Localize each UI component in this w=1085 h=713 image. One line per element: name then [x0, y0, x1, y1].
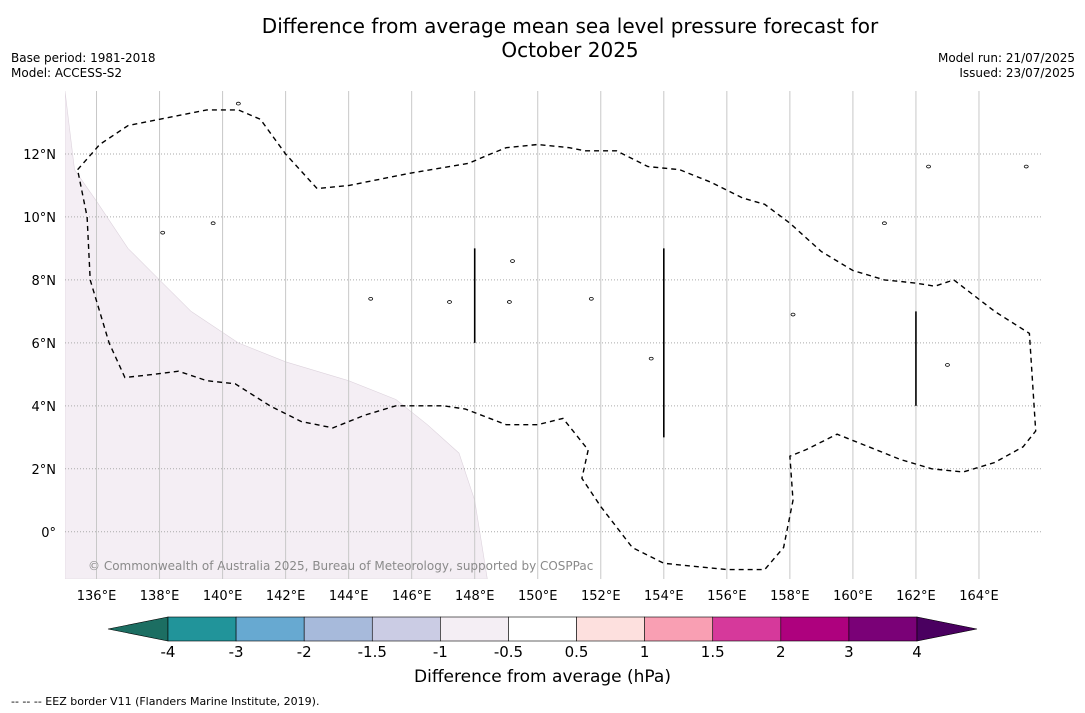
colorbar-swatch	[780, 616, 850, 642]
lon-tick-label: 156°E	[707, 589, 747, 604]
issued-date: Issued: 23/07/2025	[959, 66, 1075, 80]
lon-tick-label: 164°E	[959, 589, 999, 604]
chart-title: Difference from average mean sea level p…	[0, 14, 1085, 62]
copyright-notice: © Commonwealth of Australia 2025, Bureau…	[88, 559, 593, 573]
island	[510, 259, 515, 263]
colorbar-tick-label: -1	[433, 643, 448, 661]
island	[368, 296, 374, 301]
colorbar-swatch	[644, 616, 714, 642]
lat-tick-label: 6°N	[32, 337, 57, 352]
footnote-eez: -- -- -- EEZ border V11 (Flanders Marine…	[11, 695, 320, 708]
lat-tick-label: 4°N	[32, 400, 57, 415]
lat-tick-label: 8°N	[32, 274, 57, 289]
island	[945, 363, 950, 367]
model-name: Model: ACCESS-S2	[11, 66, 123, 80]
lon-tick-label: 138°E	[140, 589, 180, 604]
map-axes: 12°N 10°N 8°N 6°N 4°N 2°N 0° 136°E 138°E 140°E 142…	[23, 148, 999, 604]
lon-tick-label: 148°E	[455, 589, 495, 604]
island	[790, 312, 796, 317]
colorbar-tick-label: 3	[844, 643, 854, 661]
lon-tick-label: 154°E	[644, 589, 684, 604]
colorbar-tick-label: -4	[161, 643, 176, 661]
title-line-2: October 2025	[501, 38, 639, 62]
lon-tick-label: 146°E	[392, 589, 432, 604]
colorbar-swatch	[303, 616, 373, 642]
base-period: Base period: 1981-2018	[11, 51, 156, 65]
island	[210, 221, 216, 226]
colorbar-tick-label: 1.5	[701, 643, 725, 661]
lat-tick-label: 0°	[41, 526, 56, 541]
lat-tick-label: 12°N	[23, 148, 56, 163]
colorbar-swatch	[576, 616, 645, 642]
lon-tick-label: 144°E	[329, 589, 369, 604]
colorbar-label: Difference from average (hPa)	[414, 667, 671, 687]
colorbar-tick-label: 4	[912, 643, 922, 661]
colorbar: -4 -3 -2 -1.5 -1 -0.5 0.5 1 1.5 2 3 4	[107, 616, 978, 661]
lat-tick-label: 10°N	[23, 211, 56, 226]
map-plot-area	[65, 91, 1042, 579]
colorbar-tick-label: -0.5	[494, 643, 523, 661]
shaded-anomaly-region	[65, 91, 488, 579]
eez-border	[76, 109, 1037, 571]
colorbar-tick-label: -2	[297, 643, 312, 661]
colorbar-swatch	[167, 616, 237, 642]
lon-tick-label: 152°E	[581, 589, 621, 604]
colorbar-swatch	[371, 616, 441, 642]
lon-tick-label: 150°E	[518, 589, 558, 604]
meta-left: Base period: 1981-2018 Model: ACCESS-S2	[11, 51, 156, 81]
colorbar-swatch	[440, 616, 509, 642]
colorbar-tick-label: 2	[776, 643, 786, 661]
lon-tick-label: 160°E	[833, 589, 873, 604]
lon-tick-label: 136°E	[77, 589, 117, 604]
lon-tick-label: 140°E	[203, 589, 243, 604]
island	[648, 356, 654, 361]
island	[926, 164, 931, 169]
lon-tick-label: 162°E	[896, 589, 936, 604]
colorbar-tick-label: -3	[229, 643, 244, 661]
island	[588, 296, 594, 301]
colorbar-extend-high	[916, 616, 978, 642]
colorbar-swatch	[712, 616, 782, 642]
title-line-1: Difference from average mean sea level p…	[261, 14, 879, 38]
model-run: Model run: 21/07/2025	[937, 51, 1075, 65]
lat-tick-label: 2°N	[32, 463, 57, 478]
lon-tick-label: 158°E	[770, 589, 810, 604]
island	[1023, 164, 1029, 169]
island	[235, 101, 241, 106]
colorbar-tick-label: 1	[640, 643, 650, 661]
island	[882, 221, 887, 226]
meta-right: Model run: 21/07/2025 Issued: 23/07/2025	[938, 51, 1075, 81]
island	[160, 230, 166, 235]
colorbar-swatch	[508, 616, 577, 642]
colorbar-tick-label: -1.5	[358, 643, 387, 661]
colorbar-extend-low	[107, 616, 169, 642]
colorbar-tick-label: 0.5	[565, 643, 589, 661]
island	[506, 300, 512, 304]
colorbar-swatch	[235, 616, 305, 642]
lon-tick-label: 142°E	[266, 589, 306, 604]
colorbar-swatch	[848, 616, 918, 642]
island	[447, 300, 452, 304]
